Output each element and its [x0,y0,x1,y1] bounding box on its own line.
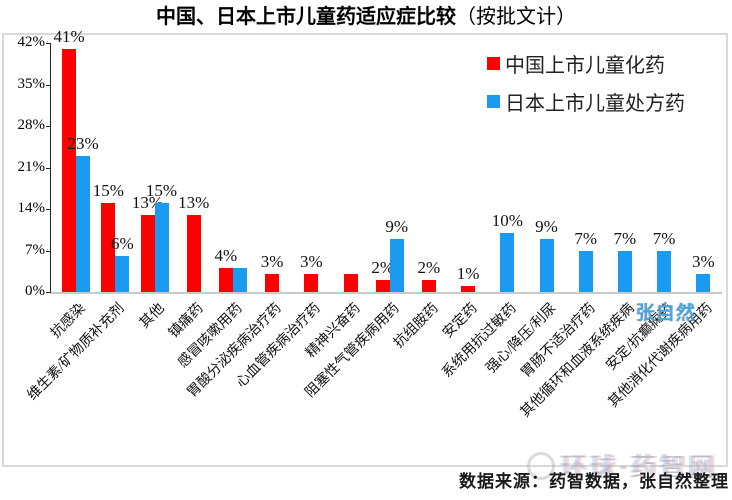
bar-series1-cat3 [186,214,201,292]
bar-value-label: 3% [260,252,284,272]
bar-value-label: 13% [178,192,210,212]
bar-value-label: 3% [299,252,323,272]
bar-value-label: 10% [491,210,523,230]
legend-label-china: 中国上市儿童化药 [505,54,665,77]
y-tick-label: 7% [25,241,45,258]
plot-frame: 0% 7% 14% 21% 28% 35% 42% 41% 23% 15% 6% 13% 15% 13%… [2,27,728,467]
bar-series1-cat2 [140,214,155,292]
logo-circle-icon [527,451,555,480]
legend-swatch-china [487,56,500,70]
bar-value-label: 9% [535,216,558,236]
bar-value-label: 2% [371,258,395,278]
legend-swatch-japan [487,94,500,108]
bar-value-label: 1% [456,264,480,284]
bar-series1-cat10 [461,286,476,292]
y-tick-mark [46,84,51,86]
x-axis-line [50,292,722,294]
y-tick-label: 35% [17,75,46,92]
bar-series2-cat14 [617,250,632,292]
y-tick-mark [46,43,51,44]
bar-series1-cat9 [421,280,436,292]
y-tick-mark [46,167,51,169]
y-tick-mark [46,126,51,127]
bar-series2-cat11 [500,232,515,292]
page-title-main: 中国、日本上市儿童药适应症比较 [156,6,456,28]
bar-value-label: 6% [110,234,134,254]
bar-value-label: 7% [574,228,598,248]
y-tick-mark [46,250,51,252]
source-note: 数据来源：药智数据，张自然整理 [459,472,729,491]
bar-value-label: 23% [67,133,99,153]
page-title-qualifier: （按批文计） [456,6,576,28]
bar-series2-cat15 [657,250,672,292]
bar-series2-cat8 [389,238,404,292]
bar-series1-cat1 [101,203,116,292]
watermark-author: 张自然 [636,303,697,324]
bar-series1-cat7 [343,274,358,292]
bar-series2-cat1 [115,256,130,292]
bar-value-label: 7% [613,228,637,248]
legend-item-japan: 日本上市儿童处方药 [487,87,685,115]
bar-series1-cat5 [265,274,280,292]
y-tick-label: 0% [25,283,45,299]
bar-series2-cat16 [696,274,711,292]
bar-value-label: 41% [53,26,85,46]
bar-series1-cat8 [375,280,390,292]
y-tick-label: 42% [17,34,46,50]
bar-series1-cat0 [62,48,77,292]
y-tick-label: 28% [17,117,46,133]
bar-series2-cat2 [154,203,169,292]
bar-value-label: 9% [385,216,409,236]
y-tick-mark [46,292,51,293]
watermark-logo-text: 环球·药智网 [561,453,718,482]
bar-value-label: 15% [145,181,178,201]
legend-item-china: 中国上市儿童化药 [487,49,685,77]
x-axis-label: 强心/降压/利尿 [483,301,560,377]
bar-value-label: 15% [92,181,124,201]
bar-series2-cat4 [232,268,247,292]
bar-series2-cat12 [539,238,554,292]
watermark-logo: 环球·药智网 [527,447,718,484]
y-tick-label: 21% [17,158,46,175]
page-title: 中国、日本上市儿童药适应症比较（按批文计） [0,4,732,30]
bar-series1-cat4 [218,268,233,292]
bar-series2-cat13 [578,250,593,292]
bar-series2-cat0 [76,155,91,292]
legend-label-japan: 日本上市儿童处方药 [505,92,685,115]
y-tick-label: 14% [17,200,46,216]
legend: 中国上市儿童化药 日本上市儿童处方药 [487,49,685,125]
x-axis-label: 其他 [136,301,168,332]
bar-value-label: 7% [652,228,676,248]
y-tick-mark [46,209,51,210]
bar-value-label: 2% [417,258,441,278]
bar-value-label: 4% [214,246,238,266]
bar-value-label: 3% [691,252,715,272]
bar-series1-cat6 [304,274,319,292]
